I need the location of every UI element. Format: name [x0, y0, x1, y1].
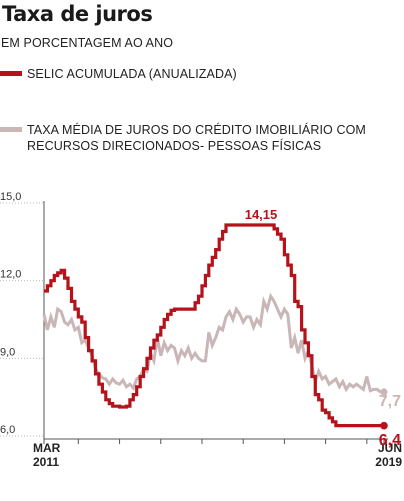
y-tick-label: 12,0	[0, 269, 21, 281]
x-tick-label-start-year: 2011	[33, 455, 59, 469]
y-tick-label: 9,0	[0, 346, 15, 358]
legend-label-selic: SELIC ACUMULADA (ANUALIZADA)	[27, 67, 237, 81]
imobiliario-end-value: 7,7	[379, 393, 401, 410]
selic-end-dot	[380, 421, 388, 430]
y-tick-label: 15,0	[0, 191, 21, 203]
chart-title: Taxa de juros	[2, 2, 153, 26]
series-layer	[42, 223, 384, 428]
legend-swatch-selic	[0, 71, 22, 76]
legend-label-imobiliario: TAXA MÉDIA DE JUROS DO CRÉDITO IMOBILIÁR…	[27, 123, 366, 153]
legend-item-selic: SELIC ACUMULADA (ANUALIZADA)	[0, 66, 397, 82]
imobiliario-end-dot	[380, 388, 388, 396]
legend-item-imobiliario: TAXA MÉDIA DE JUROS DO CRÉDITO IMOBILIÁR…	[0, 122, 397, 154]
y-tick-label: 6,0	[0, 424, 15, 436]
x-tick-label-end-year: 2019	[375, 455, 402, 469]
chart-subtitle: EM PORCENTAGEM AO ANO	[1, 36, 174, 50]
x-tick-label-end-month: JUN	[378, 441, 402, 455]
y-axis: 15,0 12,0 9,0 6,0	[0, 191, 45, 439]
x-tick-label-start-month: MAR	[33, 441, 61, 455]
selic-end-value: 6,4	[379, 432, 401, 449]
series-line-imobiliario	[42, 292, 384, 394]
peak-value-label: 14,15	[245, 207, 278, 222]
annotation-layer: 14,15 7,7 6,4	[245, 207, 401, 449]
series-line-selic	[44, 223, 384, 428]
legend-swatch-imobiliario	[0, 127, 22, 132]
